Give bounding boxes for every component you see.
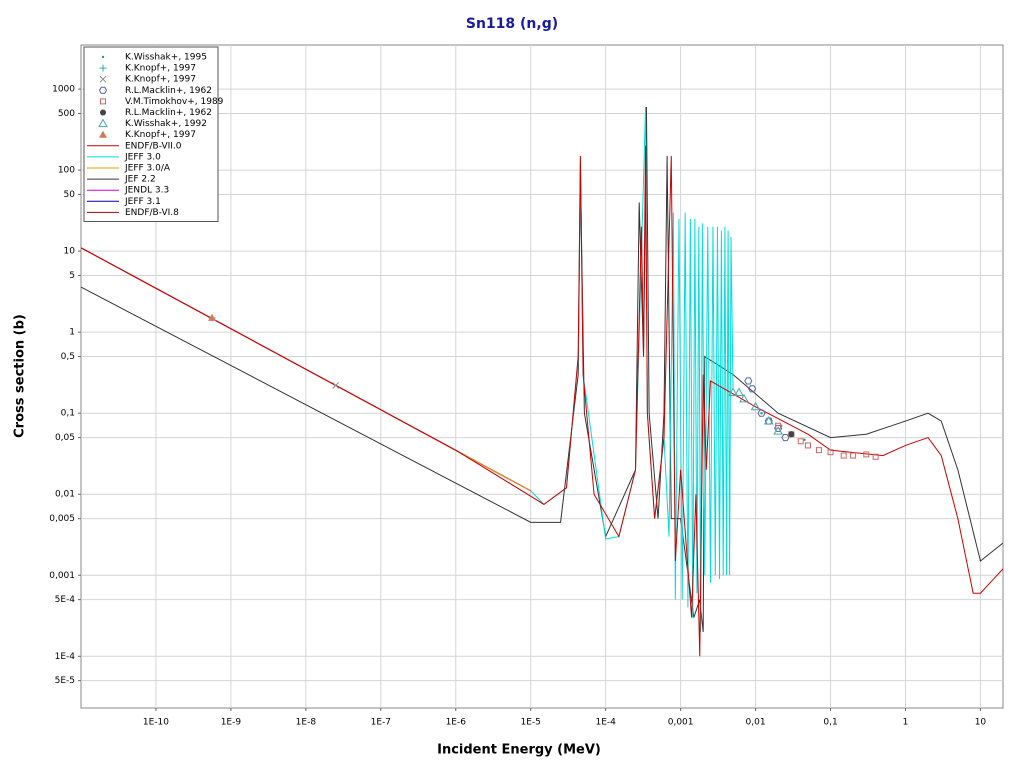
y-tick-label: 5E-4 bbox=[55, 595, 76, 605]
data-point bbox=[803, 438, 806, 441]
data-point bbox=[775, 422, 782, 429]
data-point bbox=[815, 447, 822, 454]
legend-label: JEFF 3.0/A bbox=[124, 164, 171, 174]
legend-swatch bbox=[100, 98, 106, 105]
data-point bbox=[739, 393, 749, 403]
data-point bbox=[332, 382, 340, 389]
data-point bbox=[781, 434, 790, 442]
legend-swatch bbox=[98, 118, 108, 128]
data-point bbox=[757, 409, 766, 417]
legend-label: JEF 2.2 bbox=[124, 175, 156, 185]
ticks: 1000 500 100 50 10 5 1 0,5 0,1 0,05 0,01 0,005 0,001… bbox=[49, 85, 986, 728]
y-axis-label: Cross section (b) bbox=[13, 314, 28, 438]
data-point bbox=[748, 385, 757, 393]
data-point bbox=[827, 449, 834, 456]
legend-label: K.Knopf+, 1997 bbox=[125, 64, 196, 74]
legend-swatch bbox=[98, 86, 108, 94]
x-tick-label: 1E-9 bbox=[221, 718, 242, 728]
data-point bbox=[863, 451, 870, 458]
y-tick-label: 0,005 bbox=[49, 514, 75, 524]
legend-box bbox=[83, 46, 219, 222]
series-points bbox=[208, 313, 879, 460]
legend-label: V.M.Timokhov+, 1989 bbox=[125, 97, 224, 107]
x-tick-label: 1E-7 bbox=[371, 718, 391, 728]
y-tick-label: 500 bbox=[58, 109, 75, 119]
y-tick-label: 1000 bbox=[52, 85, 75, 95]
x-tick-label: 1E-6 bbox=[446, 718, 467, 728]
data-point bbox=[208, 313, 217, 321]
legend-label: R.L.Macklin+, 1962 bbox=[125, 86, 212, 96]
x-tick-label: 0,1 bbox=[823, 718, 837, 728]
grid bbox=[81, 45, 1003, 708]
data-point bbox=[773, 426, 784, 435]
data-point bbox=[872, 453, 879, 460]
legend-swatch bbox=[99, 130, 107, 138]
data-point bbox=[734, 387, 744, 397]
legend-label: R.L.Macklin+, 1962 bbox=[125, 108, 212, 118]
y-tick-label: 0,001 bbox=[49, 571, 75, 581]
data-point bbox=[760, 411, 763, 415]
x-tick-label: 1E-10 bbox=[143, 718, 169, 728]
y-tick-label: 0,05 bbox=[55, 433, 75, 443]
y-tick-label: 5E-5 bbox=[55, 676, 75, 686]
x-axis-label: Incident Energy (MeV) bbox=[437, 743, 601, 758]
legend-label: ENDF/B-VII.0 bbox=[125, 141, 182, 151]
chart-title: Sn118 (n,g) bbox=[466, 16, 558, 32]
data-point bbox=[750, 401, 761, 411]
legend-label: K.Knopf+, 1997 bbox=[125, 130, 196, 140]
y-tick-label: 0,5 bbox=[61, 352, 75, 362]
x-tick-label: 1 bbox=[903, 718, 909, 728]
legend-swatch bbox=[101, 55, 105, 59]
legend-label: ENDF/B-VI.8 bbox=[125, 208, 179, 218]
data-point bbox=[728, 387, 738, 397]
data-point bbox=[744, 377, 753, 385]
legend-swatch bbox=[100, 109, 106, 116]
x-tick-label: 1E-5 bbox=[521, 718, 541, 728]
x-tick-label: 0,001 bbox=[668, 718, 694, 728]
data-point bbox=[804, 442, 811, 449]
legend-label: JEFF 3.1 bbox=[124, 197, 161, 207]
data-point bbox=[797, 438, 804, 445]
legend-label: JEFF 3.0 bbox=[124, 152, 161, 162]
legend-swatch bbox=[99, 64, 107, 72]
y-tick-label: 5 bbox=[69, 271, 75, 281]
data-point bbox=[788, 431, 795, 438]
x-tick-label: 1E-4 bbox=[595, 718, 616, 728]
data-point bbox=[840, 452, 847, 459]
y-tick-label: 0,01 bbox=[55, 490, 75, 500]
data-point bbox=[774, 424, 783, 432]
series-line bbox=[81, 107, 1003, 632]
y-tick-label: 10 bbox=[64, 247, 76, 257]
y-tick-label: 100 bbox=[58, 166, 75, 176]
y-tick-label: 1E-4 bbox=[55, 652, 76, 662]
data-point bbox=[763, 416, 774, 425]
x-tick-label: 10 bbox=[975, 718, 987, 728]
plot-area bbox=[80, 44, 1004, 709]
series-line bbox=[530, 107, 734, 632]
legend-label: K.Wisshak+, 1992 bbox=[125, 119, 207, 129]
legend-label: JENDL 3.3 bbox=[124, 186, 169, 196]
y-tick-label: 0,1 bbox=[61, 409, 75, 419]
data-point bbox=[850, 452, 857, 459]
legend-label: K.Wisshak+, 1995 bbox=[125, 53, 207, 63]
y-tick-label: 50 bbox=[64, 190, 76, 200]
x-tick-label: 0,01 bbox=[746, 718, 766, 728]
y-tick-label: 1 bbox=[69, 328, 75, 338]
legend-label: K.Knopf+, 1997 bbox=[125, 75, 196, 85]
x-tick-label: 1E-8 bbox=[296, 718, 317, 728]
series-line bbox=[81, 145, 1003, 657]
legend-swatch bbox=[99, 75, 107, 83]
series-lines bbox=[81, 107, 1003, 657]
